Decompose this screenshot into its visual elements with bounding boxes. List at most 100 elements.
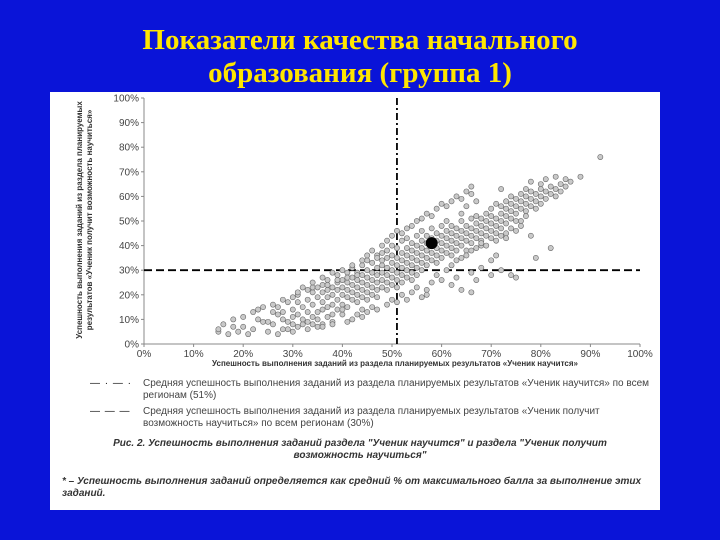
- data-point: [537, 186, 544, 192]
- y-tick-label: 80%: [119, 143, 139, 154]
- data-point: [468, 269, 475, 276]
- data-point: [309, 321, 316, 328]
- data-point: [493, 200, 500, 207]
- data-point: [443, 227, 450, 234]
- data-point: [299, 304, 306, 310]
- data-point: [329, 291, 336, 298]
- y-axis-label-line1: Успешность выполнения заданий из раздела…: [75, 101, 84, 339]
- data-point: [344, 269, 351, 276]
- data-point: [279, 316, 286, 323]
- data-point: [289, 314, 296, 320]
- data-point: [334, 286, 341, 293]
- data-point: [284, 326, 291, 333]
- data-point: [384, 301, 390, 308]
- data-point: [339, 284, 346, 291]
- data-point: [255, 316, 261, 323]
- data-point: [532, 198, 539, 205]
- data-point: [473, 220, 480, 227]
- data-point: [518, 198, 524, 205]
- data-point: [329, 321, 336, 328]
- data-point: [547, 191, 554, 197]
- data-point: [562, 176, 569, 183]
- data-point: [359, 257, 366, 264]
- data-point: [299, 321, 306, 328]
- data-point: [364, 267, 371, 274]
- data-point: [359, 279, 366, 286]
- data-point: [433, 230, 440, 237]
- data-point: [473, 213, 480, 219]
- data-point: [364, 274, 371, 281]
- data-point: [488, 235, 495, 242]
- data-point: [418, 267, 425, 274]
- data-point: [433, 259, 440, 266]
- data-point: [379, 262, 385, 269]
- data-point: [418, 245, 425, 251]
- data-point: [448, 237, 455, 244]
- y-tick-label: 100%: [113, 94, 139, 105]
- data-point: [537, 181, 544, 187]
- data-point: [508, 208, 514, 215]
- data-point: [374, 306, 381, 313]
- data-point: [339, 267, 346, 274]
- data-point: [488, 227, 495, 234]
- data-point: [413, 272, 420, 279]
- data-point: [468, 232, 475, 239]
- data-point: [443, 203, 450, 210]
- data-points: [215, 154, 604, 338]
- data-point: [354, 311, 361, 318]
- data-point: [260, 304, 266, 310]
- data-point: [458, 286, 465, 293]
- data-point: [349, 262, 356, 269]
- data-point: [473, 198, 480, 205]
- data-point: [399, 272, 405, 279]
- data-point: [408, 254, 415, 261]
- data-point: [488, 257, 495, 264]
- data-point: [453, 193, 460, 200]
- data-point: [389, 242, 395, 249]
- data-point: [408, 262, 415, 269]
- y-tick-label: 90%: [119, 118, 139, 129]
- data-point: [483, 218, 490, 224]
- data-point: [364, 257, 371, 264]
- y-tick-label: 60%: [119, 192, 139, 203]
- data-point: [438, 247, 445, 254]
- data-point: [532, 254, 539, 261]
- legend-key-dashdot: — · — ·: [90, 378, 132, 389]
- data-point: [389, 232, 395, 239]
- data-point: [433, 272, 440, 279]
- data-point: [458, 227, 465, 234]
- data-point: [255, 306, 261, 313]
- data-point: [478, 223, 485, 229]
- data-point: [478, 215, 485, 222]
- data-point: [532, 191, 539, 197]
- data-point: [547, 183, 554, 190]
- data-point: [399, 291, 405, 298]
- data-point: [513, 203, 519, 210]
- data-point: [468, 225, 475, 232]
- data-point: [433, 205, 440, 212]
- data-point: [508, 200, 514, 207]
- data-point: [369, 284, 376, 291]
- data-point: [399, 257, 405, 264]
- data-point: [225, 331, 232, 338]
- data-point: [478, 264, 485, 271]
- data-point: [463, 188, 470, 195]
- data-point: [527, 195, 534, 202]
- data-point: [498, 218, 505, 224]
- data-point: [364, 296, 371, 303]
- data-point: [483, 232, 490, 239]
- data-point: [329, 269, 336, 276]
- data-point: [245, 331, 252, 338]
- data-point: [403, 225, 410, 232]
- y-tick-label: 0%: [125, 340, 140, 351]
- data-point: [349, 296, 356, 303]
- data-point: [458, 235, 465, 242]
- data-point: [518, 191, 524, 197]
- data-point: [389, 252, 395, 259]
- data-point: [493, 215, 500, 222]
- y-axis-label-line2: результатов «Ученик получит возможность …: [85, 109, 94, 331]
- data-point: [523, 193, 529, 200]
- data-point: [294, 323, 301, 330]
- data-point: [334, 296, 341, 303]
- data-point: [458, 242, 465, 249]
